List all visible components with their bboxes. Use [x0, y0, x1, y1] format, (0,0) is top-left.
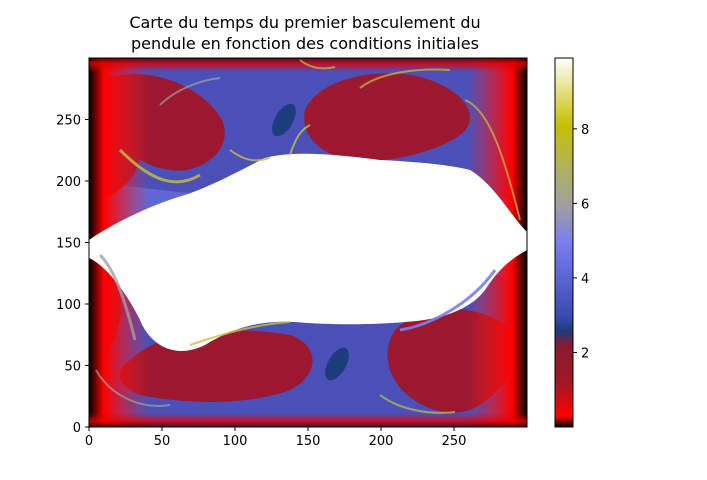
colorbar: [554, 57, 574, 428]
x-tick-label: 150: [296, 434, 321, 449]
x-tick-label: 0: [85, 434, 93, 449]
x-tick-label: 200: [369, 434, 394, 449]
heatmap-dark-blob: [325, 347, 349, 381]
colorbar-tick-label: 6: [581, 197, 589, 212]
heatmap-dark-blob: [272, 103, 296, 137]
y-tick-label: 0: [73, 421, 81, 436]
colorbar-tick-label: 8: [581, 123, 589, 138]
y-tick-label: 250: [56, 114, 81, 129]
y-tick-label: 150: [56, 237, 81, 252]
y-tick-label: 100: [56, 298, 81, 313]
heatmap-lobe: [304, 73, 470, 161]
x-tick-label: 250: [442, 434, 467, 449]
y-tick-label: 50: [64, 360, 81, 375]
chart-title-line2: pendule en fonction des conditions initi…: [131, 34, 479, 53]
y-tick-label: 200: [56, 175, 81, 190]
heatmap-center-region: [89, 153, 527, 351]
chart-title-line1: Carte du temps du premier basculement du: [129, 13, 480, 32]
heatmap-image: [89, 58, 527, 427]
x-tick-label: 50: [154, 434, 171, 449]
colorbar-tick-label: 2: [581, 346, 589, 361]
colorbar-axis: 2 4 6 8: [573, 123, 589, 361]
y-axis: 0 50 100 150 200 250: [56, 114, 89, 436]
colorbar-tick-label: 4: [581, 272, 589, 287]
x-axis: 0 50 100 150 200 250: [85, 427, 467, 449]
x-tick-label: 100: [223, 434, 248, 449]
